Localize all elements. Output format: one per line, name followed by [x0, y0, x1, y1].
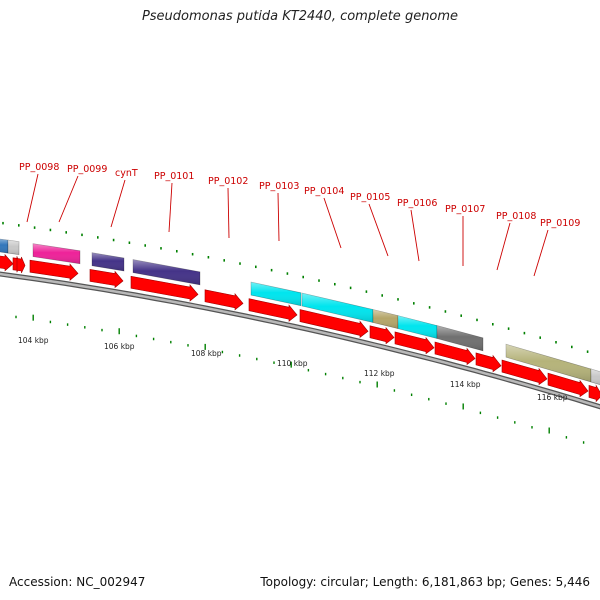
scale-label: 106 kbp	[104, 342, 135, 351]
gene-feature-shade-11	[591, 368, 600, 385]
cds-arrow-8	[299, 309, 369, 339]
scale-label: 104 kbp	[18, 336, 49, 345]
cds-arrow-13	[501, 359, 548, 386]
gene-leader-line	[26, 173, 39, 223]
gene-label: PP_0098	[19, 162, 59, 173]
gene-label: PP_0103	[259, 181, 299, 192]
gene-label: PP_0108	[496, 211, 536, 222]
gene-label: PP_0104	[304, 186, 344, 197]
gene-leader-line	[58, 175, 79, 223]
backbone-ring-highlight	[0, 272, 600, 409]
gene-feature-shade-7	[373, 309, 398, 329]
gene-leader-line	[227, 187, 230, 239]
gene-label: PP_0101	[154, 171, 194, 182]
cds-arrow-15	[588, 384, 600, 403]
gene-label: cynT	[115, 168, 138, 179]
genome-summary-text: Topology: circular; Length: 6,181,863 bp…	[260, 575, 590, 589]
cds-arrow-9	[369, 325, 395, 345]
cds-arrow-10	[394, 331, 435, 355]
cds-arrow-11	[434, 341, 476, 366]
gene-feature-shade-0	[0, 239, 8, 254]
cds-arrow-12	[475, 352, 502, 373]
gene-leader-line	[168, 182, 173, 233]
scale-label: 114 kbp	[450, 380, 481, 389]
gene-label: PP_0105	[350, 192, 390, 203]
scale-label: 110 kbp	[277, 359, 308, 368]
cds-arrow-3	[29, 259, 79, 281]
gene-label: PP_0106	[397, 198, 437, 209]
gene-leader-line	[110, 179, 126, 228]
scale-label: 116 kbp	[537, 393, 568, 402]
gene-leader-line	[323, 197, 342, 249]
gene-feature-shade-9	[437, 325, 483, 351]
gene-leader-line	[410, 209, 420, 262]
cds-arrow-0	[0, 253, 14, 272]
gene-feature-shade-2	[33, 243, 80, 264]
gene-label: PP_0109	[540, 218, 580, 229]
gene-feature-shade-8	[398, 315, 437, 339]
gene-feature-shade-10	[506, 344, 591, 382]
scale-label: 108 kbp	[191, 349, 222, 358]
gene-leader-line	[277, 192, 280, 242]
cds-arrow-6	[204, 289, 244, 311]
gene-leader-line	[496, 222, 511, 271]
gene-feature-shade-3	[92, 252, 124, 272]
cds-arrow-4	[89, 269, 124, 289]
cds-arrow-14	[547, 372, 589, 398]
gene-label: PP_0102	[208, 176, 248, 187]
map-title: Pseudomonas putida KT2440, complete geno…	[141, 9, 459, 24]
gene-feature-shade-4	[133, 259, 200, 285]
gene-feature-shade-1	[8, 240, 19, 255]
gene-leader-line	[533, 229, 549, 277]
cds-arrow-2	[16, 256, 26, 274]
gene-label: PP_0107	[445, 204, 485, 215]
gene-label: PP_0099	[67, 164, 107, 175]
gene-leader-line	[368, 203, 389, 257]
gene-feature-shade-6	[302, 293, 373, 323]
accession-text: Accession: NC_002947	[9, 575, 146, 589]
cds-arrow-5	[130, 275, 199, 302]
gene-feature-shade-5	[251, 282, 301, 306]
cds-arrow-7	[248, 298, 298, 322]
scale-label: 112 kbp	[364, 369, 395, 378]
